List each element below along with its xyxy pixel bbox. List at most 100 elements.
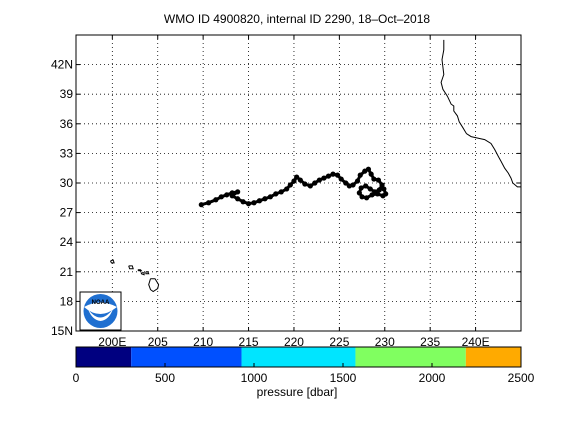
track-point	[364, 195, 370, 201]
track-point	[325, 173, 332, 179]
track-point	[350, 182, 356, 188]
track-point	[368, 171, 374, 177]
track-point	[381, 186, 387, 192]
island-outline	[137, 269, 143, 272]
noaa-logo: NOAA	[79, 291, 122, 331]
lon-tick-label: 215	[239, 335, 259, 349]
colorbar-tick-label: 1000	[241, 371, 268, 385]
track-point	[294, 174, 300, 180]
track-point	[229, 193, 235, 199]
island-outline	[140, 272, 145, 276]
longitude-ticks: 200E 205 210 215 220 225 230 235 240E	[98, 35, 490, 349]
track-point	[358, 185, 364, 191]
colorbar-segments	[76, 347, 521, 367]
track-point	[376, 187, 382, 193]
track-point	[356, 190, 362, 196]
track-point	[256, 198, 263, 204]
track-point	[357, 172, 363, 178]
track-point	[383, 191, 389, 197]
island-outline	[110, 259, 115, 264]
track-point	[284, 186, 290, 192]
island-outline	[128, 265, 134, 270]
track-point	[312, 180, 318, 186]
colorbar: 0 500 1000 1500 2000 2500 pressure [dbar]	[73, 346, 535, 399]
track-point	[367, 186, 373, 192]
colorbar-label: pressure [dbar]	[257, 385, 338, 399]
track-point	[262, 196, 268, 202]
lat-tick-label: 36	[60, 117, 74, 131]
track-point	[343, 180, 349, 186]
colorbar-tick-label: 2500	[508, 371, 535, 385]
colorbar-segment	[465, 347, 521, 367]
colorbar-segment	[76, 347, 132, 367]
track-point	[330, 171, 336, 177]
track-point	[369, 192, 375, 198]
colorbar-frame	[75, 346, 522, 368]
track-point	[374, 191, 381, 197]
track-point	[218, 194, 224, 200]
track-point	[297, 177, 303, 183]
map-frame	[75, 34, 522, 332]
lon-tick-label: 200E	[98, 335, 126, 349]
lon-tick-label: 205	[148, 335, 168, 349]
track-point	[321, 175, 327, 181]
colorbar-segment	[241, 347, 356, 367]
track-point	[251, 200, 257, 206]
lat-tick-label: 33	[60, 146, 74, 160]
track-point	[273, 191, 279, 197]
lat-tick-label: 15N	[51, 324, 73, 338]
track-point	[316, 177, 322, 183]
track-point	[363, 183, 369, 189]
colorbar-segment	[131, 347, 242, 367]
map-title: WMO ID 4900820, internal ID 2290, 18–Oct…	[164, 12, 430, 26]
track-point	[240, 199, 246, 205]
lat-tick-label: 30	[60, 176, 74, 190]
lat-tick-label: 27	[60, 206, 74, 220]
lat-tick-label: 42N	[51, 58, 73, 72]
track-point	[291, 178, 297, 184]
colorbar-segment	[355, 347, 466, 367]
track-point	[235, 189, 241, 195]
lon-tick-label: 240E	[462, 335, 490, 349]
colorbar-tick-label: 0	[73, 371, 80, 385]
island-outline	[148, 278, 160, 293]
track-point	[365, 166, 372, 172]
land-outlines	[110, 39, 521, 293]
colorbar-tick-label: 500	[155, 371, 175, 385]
noaa-logo-text: NOAA	[92, 300, 110, 306]
track-point	[359, 194, 365, 200]
track-point	[307, 183, 313, 189]
track-point	[287, 182, 293, 188]
track-point	[334, 172, 341, 178]
track-point	[235, 196, 241, 202]
track-point	[379, 182, 385, 188]
coastline	[440, 39, 521, 188]
track-point	[278, 189, 284, 195]
island-outline	[145, 271, 150, 275]
track-point	[338, 176, 344, 182]
float-track	[198, 166, 389, 208]
map-panel: 200E 205 210 215 220 225 230 235 240E 15N 18 21 24 2…	[51, 34, 522, 349]
lon-tick-label: 210	[193, 335, 213, 349]
track-point	[354, 178, 361, 184]
track-point	[213, 197, 219, 203]
lon-tick-label: 220	[284, 335, 304, 349]
lat-tick-label: 24	[60, 235, 74, 249]
latitude-ticks: 15N 18 21 24 27 30 33 36 39 42N	[51, 58, 521, 338]
track-point	[198, 202, 204, 208]
colorbar-tick-label: 2000	[419, 371, 446, 385]
track-point	[302, 181, 308, 187]
lon-tick-label: 235	[420, 335, 440, 349]
colorbar-ticks: 0 500 1000 1500 2000 2500	[73, 363, 535, 385]
track-point	[371, 176, 377, 182]
track-point	[245, 201, 252, 207]
lat-tick-label: 39	[60, 87, 74, 101]
track-point	[375, 177, 382, 183]
lat-tick-label: 18	[60, 294, 74, 308]
lon-tick-label: 230	[375, 335, 395, 349]
lat-tick-label: 21	[60, 265, 74, 279]
track-point	[224, 192, 230, 198]
track-point	[267, 194, 273, 200]
colorbar-tick-label: 1500	[330, 371, 357, 385]
